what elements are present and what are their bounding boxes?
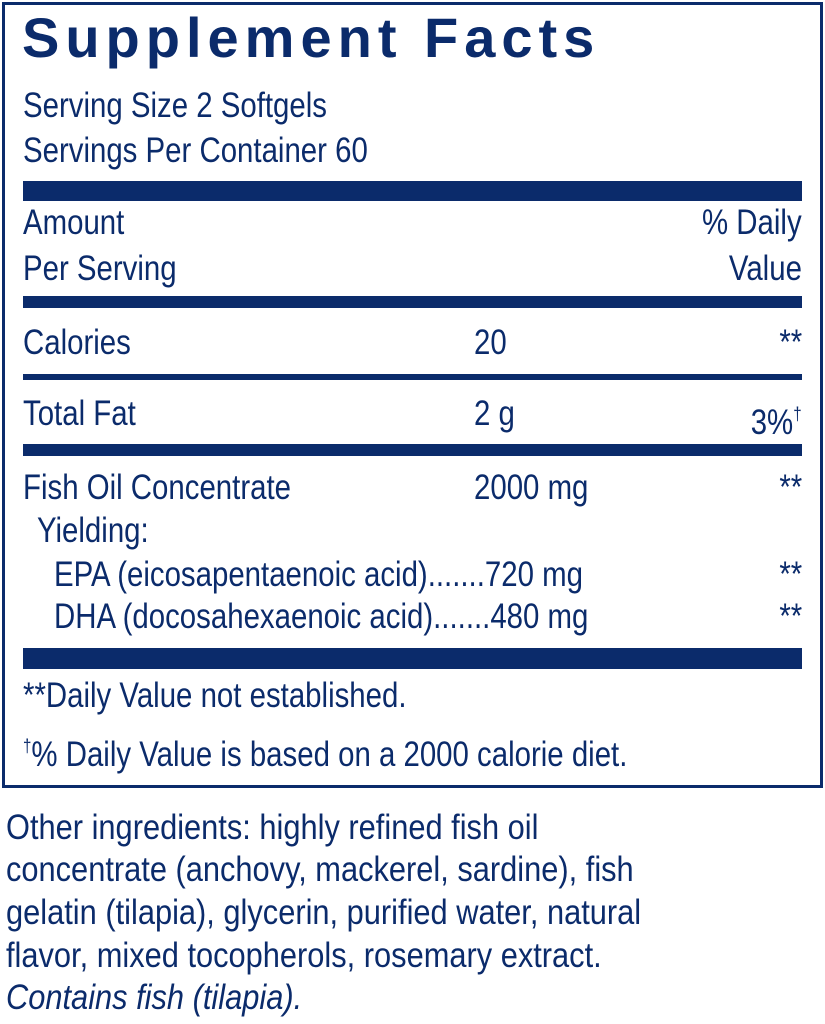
- header-value: Value: [728, 249, 802, 288]
- row-name: Total Fat: [23, 394, 136, 433]
- divider-thin: [23, 374, 802, 380]
- row-amount: 2 g: [474, 394, 515, 433]
- row-dv: 3%†: [751, 394, 802, 443]
- divider-thick: [23, 181, 802, 201]
- other-ingredients-line: Other ingredients: highly refined fish o…: [6, 808, 539, 847]
- facts-panel-border: [2, 2, 823, 788]
- other-ingredients-line: gelatin (tilapia), glycerin, purified wa…: [6, 893, 642, 932]
- sub-row-epa: EPA (eicosapentaenoic acid).......720 mg: [54, 555, 583, 594]
- other-ingredients-line: concentrate (anchovy, mackerel, sardine)…: [6, 850, 634, 889]
- serving-size: Serving Size 2 Softgels: [23, 86, 327, 125]
- divider-thick: [23, 648, 802, 669]
- divider-medium: [23, 444, 802, 456]
- divider-medium: [23, 296, 802, 308]
- row-amount: 2000 mg: [474, 468, 589, 507]
- row-dv: **: [779, 468, 802, 507]
- footnote-dv-not-established: **Daily Value not established.: [23, 676, 407, 715]
- row-name: Calories: [23, 323, 131, 362]
- sub-row-dv: **: [779, 597, 802, 636]
- footnote-dv-basis: †% Daily Value is based on a 2000 calori…: [23, 726, 627, 775]
- sub-row-dv: **: [779, 555, 802, 594]
- servings-per-container: Servings Per Container 60: [23, 131, 368, 170]
- footnote-text: % Daily Value is based on a 2000 calorie…: [31, 735, 628, 774]
- dagger-mark: †: [793, 404, 802, 424]
- row-name: Fish Oil Concentrate: [23, 468, 291, 507]
- header-daily: % Daily: [702, 203, 802, 242]
- allergen-statement: Contains fish (tilapia).: [6, 978, 303, 1017]
- sub-row-dha: DHA (docosahexaenoic acid).......480 mg: [54, 597, 589, 636]
- panel-title: Supplement Facts: [22, 6, 601, 69]
- other-ingredients-line: flavor, mixed tocopherols, rosemary extr…: [6, 936, 602, 975]
- dv-value: 3%: [751, 403, 794, 442]
- header-amount: Amount: [23, 203, 125, 242]
- header-per-serving: Per Serving: [23, 249, 177, 288]
- row-amount: 20: [474, 323, 507, 362]
- yielding-label: Yielding:: [37, 511, 149, 550]
- row-dv: **: [779, 323, 802, 362]
- dagger-mark: †: [23, 736, 32, 756]
